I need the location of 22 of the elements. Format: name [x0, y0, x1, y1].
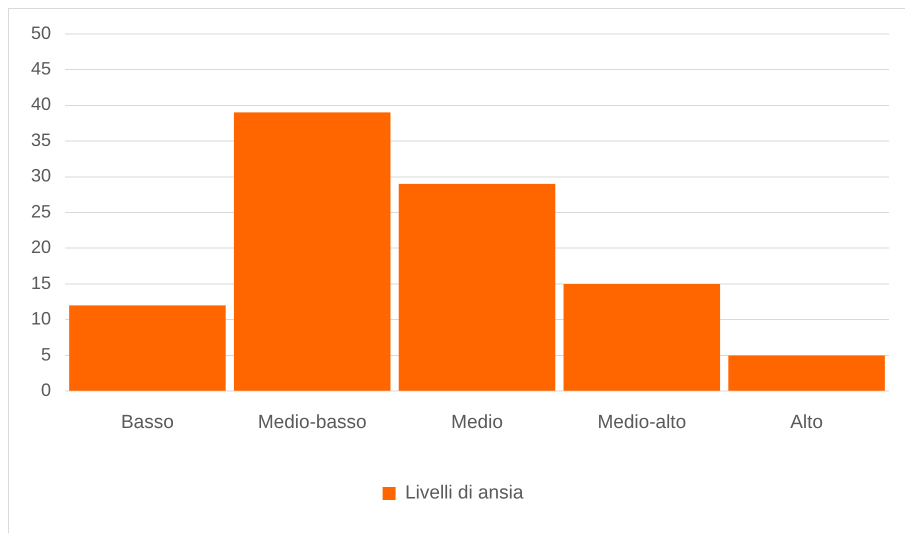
y-tick-label: 25 [30, 201, 52, 222]
y-tick-label: 50 [30, 22, 52, 43]
bar [564, 284, 720, 391]
x-tick-label: Medio [451, 412, 503, 433]
y-tick-label: 35 [30, 130, 52, 150]
y-tick-label: 45 [30, 58, 52, 79]
bar [69, 305, 226, 391]
x-tick-label: Basso [121, 412, 174, 433]
legend-label: Livelli di ansia [405, 482, 524, 504]
x-tick-label: Alto [790, 412, 823, 433]
y-tick-label: 30 [30, 166, 52, 186]
y-tick-label: 15 [30, 272, 52, 293]
bar [234, 112, 390, 391]
x-tick-label: Medio-alto [597, 412, 686, 433]
y-tick-label: 10 [30, 308, 52, 329]
bar [728, 355, 885, 391]
y-tick-label: 20 [30, 237, 52, 258]
bar [398, 184, 556, 391]
y-tick-label: 0 [41, 380, 52, 400]
x-tick-label: Medio-basso [258, 412, 367, 433]
y-tick-label: 5 [41, 344, 52, 364]
y-tick-label: 40 [30, 94, 52, 114]
